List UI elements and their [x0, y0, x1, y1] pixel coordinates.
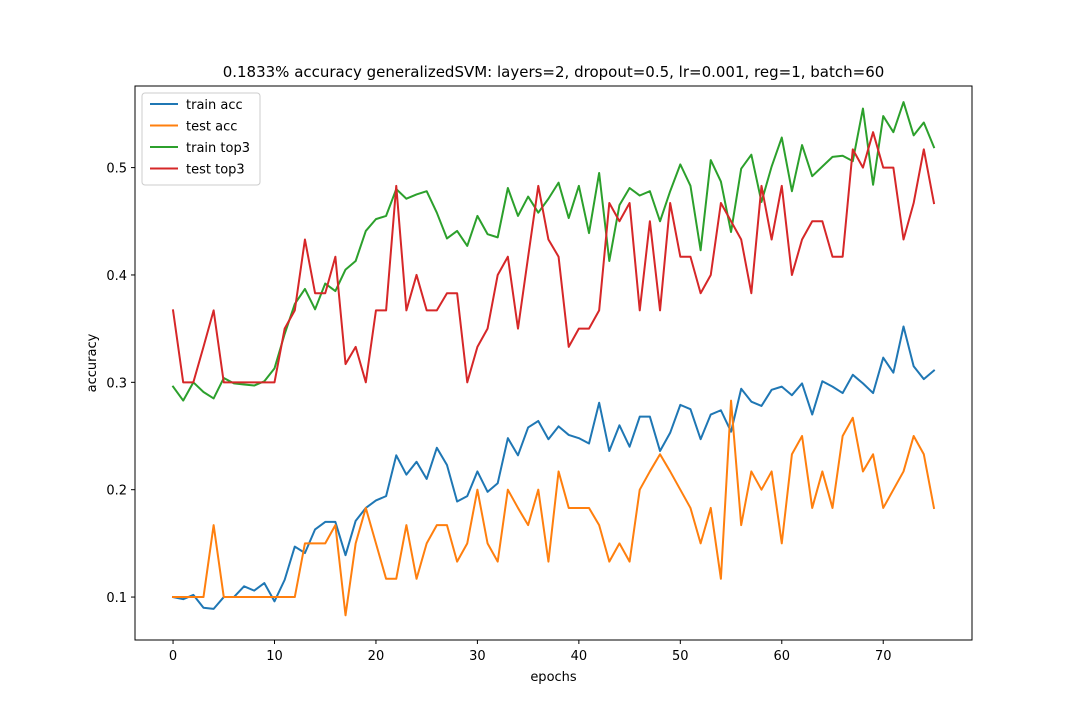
x-tick-label: 0 [169, 649, 177, 664]
x-tick-label: 40 [571, 649, 588, 664]
legend-label: train acc [186, 98, 243, 113]
x-tick-label: 50 [672, 649, 689, 664]
y-axis: 0.1 0.2 0.3 0.4 0.5 [106, 162, 135, 606]
plot-frame [134, 85, 973, 641]
x-tick-label: 30 [469, 649, 486, 664]
chart-title: 0.1833% accuracy generalizedSVM: layers=… [223, 63, 885, 81]
x-axis-label: epochs [530, 670, 577, 685]
y-tick-label: 0.2 [106, 484, 127, 499]
x-tick-label: 10 [266, 649, 283, 664]
x-axis: 0 10 20 30 40 50 60 70 [169, 640, 892, 664]
x-tick-label: 20 [368, 649, 385, 664]
legend: train acc test acc train top3 test top3 [141, 92, 261, 186]
y-tick-label: 0.1 [106, 591, 127, 606]
legend-box [141, 92, 261, 186]
series-line-train-acc [171, 325, 936, 610]
y-tick-label: 0.4 [106, 269, 127, 284]
y-axis-label: accuracy [85, 333, 100, 392]
y-tick-label: 0.5 [106, 162, 127, 177]
series-layer [171, 101, 936, 617]
series-line-train-top3 [171, 101, 936, 402]
y-tick-label: 0.3 [106, 376, 127, 391]
series-line-test-top3 [171, 131, 936, 384]
legend-label: test acc [186, 120, 237, 135]
legend-label: train top3 [186, 141, 250, 156]
series-line-test-acc [172, 399, 936, 617]
legend-label: test top3 [186, 163, 245, 178]
x-tick-label: 70 [875, 649, 892, 664]
x-tick-label: 60 [773, 649, 790, 664]
